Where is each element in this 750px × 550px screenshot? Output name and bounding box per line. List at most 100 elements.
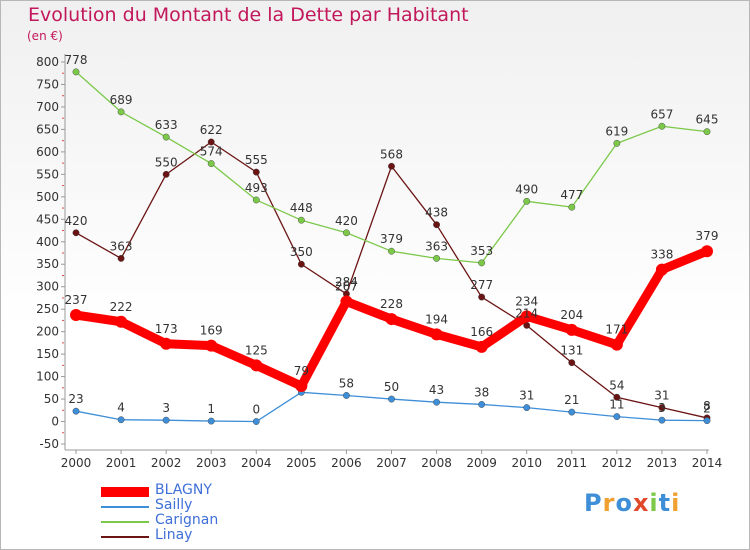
data-point-linay <box>568 359 576 367</box>
y-tick-label: 150 <box>36 347 59 361</box>
data-label-sailly: 2 <box>703 402 711 416</box>
x-tick-label: 2012 <box>602 456 633 470</box>
x-tick-label: 2007 <box>376 456 407 470</box>
data-label-carignan: 448 <box>290 201 313 215</box>
y-tick-label: 650 <box>36 122 59 136</box>
logo-letter: r <box>602 489 616 517</box>
data-label-linay: 31 <box>654 389 669 403</box>
data-label-sailly: 31 <box>519 389 534 403</box>
data-point-sailly <box>568 408 576 416</box>
logo-letter: P <box>584 489 603 517</box>
data-label-blagny: 379 <box>696 229 719 243</box>
data-label-linay: 277 <box>470 278 493 292</box>
y-tick-label: 50 <box>44 392 59 406</box>
y-tick-label: 300 <box>36 280 59 294</box>
legend-label-blagny: BLAGNY <box>155 482 212 498</box>
chart-unit: (en €) <box>27 29 63 43</box>
legend-item-blagny: BLAGNY <box>101 482 261 499</box>
data-point-blagny <box>340 295 353 308</box>
data-label-sailly: 4 <box>117 401 125 415</box>
data-point-blagny <box>701 245 713 258</box>
data-point-carignan <box>343 229 350 237</box>
data-label-blagny: 267 <box>335 280 358 294</box>
legend-swatch-sailly <box>101 506 149 508</box>
data-label-blagny: 237 <box>65 293 88 307</box>
data-label-sailly: 23 <box>68 392 83 406</box>
data-point-carignan <box>297 216 305 224</box>
legend-label-carignan: Carignan <box>155 512 219 528</box>
data-point-linay <box>388 162 395 170</box>
logo-letter: i <box>671 489 681 517</box>
y-tick-label: 100 <box>36 370 59 384</box>
data-label-sailly: 0 <box>252 403 260 417</box>
data-point-carignan <box>252 196 260 204</box>
data-point-carignan <box>162 133 170 141</box>
x-tick-label: 2004 <box>241 456 272 470</box>
data-point-blagny <box>250 359 263 372</box>
data-label-blagny: 204 <box>560 308 583 322</box>
data-label-blagny: 125 <box>245 343 268 357</box>
data-label-sailly: 43 <box>429 383 444 397</box>
data-point-carignan <box>478 259 486 267</box>
data-point-carignan <box>117 108 125 116</box>
data-label-carignan: 633 <box>155 118 178 132</box>
legend-item-carignan: Carignan <box>101 512 261 529</box>
data-point-carignan <box>523 197 531 205</box>
data-label-carignan: 379 <box>380 232 403 246</box>
data-point-blagny <box>655 263 668 276</box>
data-point-linay <box>117 254 125 262</box>
x-tick-label: 2011 <box>557 456 588 470</box>
proxiti-logo: Proxiti <box>584 489 680 517</box>
legend-label-linay: Linay <box>155 527 193 543</box>
data-label-blagny: 171 <box>605 323 628 337</box>
data-point-linay <box>252 168 260 176</box>
x-tick-label: 2005 <box>286 456 317 470</box>
logo-letter: i <box>649 489 659 517</box>
legend-swatch-linay <box>101 536 149 538</box>
data-point-linay <box>162 170 170 178</box>
data-label-blagny: 194 <box>425 312 448 326</box>
data-point-carignan <box>388 247 395 255</box>
data-label-blagny: 169 <box>200 324 223 338</box>
data-label-linay: 622 <box>200 123 223 137</box>
data-point-carignan <box>433 254 440 262</box>
x-tick-label: 2001 <box>106 456 137 470</box>
data-point-sailly <box>658 416 666 424</box>
data-point-carignan <box>207 160 215 167</box>
data-label-carignan: 490 <box>515 182 538 196</box>
data-label-carignan: 645 <box>696 113 719 127</box>
logo-letter: o <box>615 489 633 517</box>
data-point-sailly <box>252 418 260 425</box>
y-tick-label: 0 <box>51 415 59 429</box>
data-point-sailly <box>433 398 440 406</box>
data-label-linay: 420 <box>65 214 88 228</box>
x-tick-label: 2014 <box>692 456 723 470</box>
data-label-sailly: 50 <box>384 380 399 394</box>
data-label-linay: 438 <box>425 206 448 220</box>
data-point-sailly <box>343 392 350 399</box>
data-label-linay: 350 <box>290 245 313 259</box>
data-point-linay <box>613 393 621 401</box>
data-label-carignan: 477 <box>560 188 583 202</box>
data-point-linay <box>72 229 80 237</box>
data-label-sailly: 3 <box>162 401 170 415</box>
data-label-carignan: 689 <box>110 93 133 107</box>
legend-label-sailly: Sailly <box>155 497 193 513</box>
data-label-sailly: 21 <box>564 393 579 407</box>
logo-letter: t <box>658 489 672 517</box>
y-tick-label: 500 <box>36 190 59 204</box>
data-point-sailly <box>207 417 215 425</box>
data-label-carignan: 353 <box>470 244 493 258</box>
data-point-sailly <box>388 395 395 403</box>
data-point-blagny <box>475 340 488 353</box>
data-label-blagny: 222 <box>110 300 133 314</box>
data-label-linay: 214 <box>515 306 538 320</box>
x-tick-label: 2008 <box>421 456 452 470</box>
data-point-carignan <box>703 128 711 136</box>
y-tick-label: 550 <box>36 167 59 181</box>
x-tick-label: 2013 <box>647 456 678 470</box>
data-label-linay: 568 <box>380 147 403 161</box>
data-point-carignan <box>613 139 621 147</box>
legend-item-sailly: Sailly <box>101 497 261 514</box>
